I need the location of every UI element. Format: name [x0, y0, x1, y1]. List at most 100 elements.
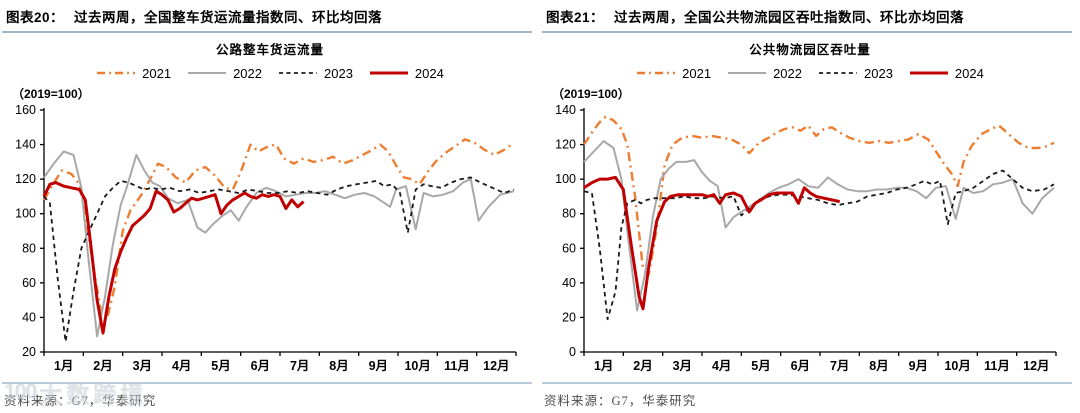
legend-item-2021: 2021 [636, 66, 711, 81]
figure-21-chart-subtitle: 公共物流园区吞吐量 [749, 43, 871, 57]
y-tick-label: 160 [15, 103, 36, 117]
x-tick-label: 12月 [1023, 359, 1049, 373]
legend-line-sample-2021 [97, 71, 136, 75]
x-tick-label: 1月 [594, 359, 613, 373]
figure-20-number: 图表20： [6, 10, 65, 25]
figure-20-panel: 图表20： 过去两周，全国整车货运流量指数同、环比均回落 公路整车货运流量 202… [0, 0, 540, 413]
x-tick-label: 3月 [673, 359, 692, 373]
series-2021-line [582, 115, 1055, 276]
x-tick-label: 11月 [984, 359, 1010, 373]
legend-label-2022: 2022 [233, 65, 262, 81]
series-2023-line [583, 169, 1055, 321]
figure-21-number: 图表21： [546, 10, 605, 25]
x-tick-label: 8月 [329, 359, 348, 373]
legend-line-sample-2021 [637, 71, 676, 75]
x-tick-label: 6月 [791, 359, 810, 373]
x-tick-label: 1月 [54, 359, 73, 373]
y-tick-label: 80 [562, 207, 576, 221]
legend-item-2024: 2024 [909, 66, 984, 81]
figure-21-title: 图表21： 过去两周，全国公共物流园区吞吐指数同、环比亦均回落 [542, 0, 1072, 33]
x-tick-label: 10月 [944, 359, 970, 373]
legend-label-2024: 2024 [954, 65, 984, 81]
legend-line-sample-2023 [279, 72, 317, 74]
x-tick-labels: 1月 2月 3月 4月 5月 6月 7月 8月 9月 10月 11月 12月 [54, 359, 510, 373]
x-tick-label: 6月 [251, 359, 270, 373]
legend-item-2022: 2022 [727, 66, 802, 81]
x-tick-label: 7月 [290, 359, 309, 373]
y-tick-label: 40 [562, 276, 576, 290]
legend-line-sample-2022 [728, 72, 767, 74]
figure-20-legend: 2021 2022 2023 2024 [0, 63, 540, 83]
y-tick-labels: 20 40 60 80 100 120 140 160 [15, 103, 36, 359]
x-tick-label: 2月 [93, 359, 112, 373]
legend-item-2023: 2023 [818, 66, 893, 81]
figure-20-chart-area: 公路整车货运流量 2021 2022 2023 2024 （2019=100） 20 4… [0, 33, 540, 382]
legend-label-2024: 2024 [414, 65, 444, 81]
x-tick-label: 5月 [211, 359, 230, 373]
y-tick-labels: 0 20 40 60 80 100 120 140 [555, 103, 576, 359]
x-tick-label: 3月 [133, 359, 152, 373]
legend-label-2021: 2021 [682, 65, 712, 81]
legend-line-sample-2024 [909, 71, 948, 75]
figure-20-title: 图表20： 过去两周，全国整车货运流量指数同、环比均回落 [2, 0, 532, 33]
x-tick-label: 2月 [633, 359, 652, 373]
figure-21-axis-unit-label: （2019=100） [552, 87, 630, 101]
y-tick-label: 140 [555, 103, 576, 117]
legend-item-2023: 2023 [278, 66, 353, 81]
legend-line-sample-2024 [369, 71, 408, 75]
series-2021-line [42, 138, 515, 321]
figure-20-source-text: 资料来源：G7，华泰研究 [4, 394, 157, 408]
x-tick-label: 9月 [369, 359, 388, 373]
y-tick-label: 100 [555, 172, 576, 186]
y-tick-label: 60 [22, 276, 36, 290]
legend-label-2023: 2023 [324, 65, 353, 81]
y-tick-label: 0 [569, 345, 576, 359]
axes [40, 108, 517, 356]
figure-20-chart-subtitle: 公路整车货运流量 [215, 43, 324, 57]
legend-item-2024: 2024 [369, 66, 444, 81]
legend-item-2022: 2022 [187, 66, 262, 81]
x-tick-label: 10月 [404, 359, 430, 373]
figure-21-chart-area: 公共物流园区吞吐量 2021 2022 2023 2024 （2019=100） 0 2… [540, 33, 1080, 382]
figure-21-legend: 2021 2022 2023 2024 [540, 63, 1080, 83]
axes [580, 108, 1057, 356]
series-2023-line [43, 176, 515, 343]
y-tick-label: 80 [22, 241, 36, 255]
y-tick-label: 60 [562, 241, 576, 255]
figure-21-source-text: 资料来源：G7，华泰研究 [544, 394, 697, 408]
x-tick-label: 9月 [909, 359, 928, 373]
y-tick-label: 40 [22, 310, 36, 324]
x-tick-label: 11月 [444, 359, 470, 373]
y-tick-label: 100 [15, 207, 36, 221]
series-2022-line [43, 150, 515, 338]
figure-20-axis-unit-label: （2019=100） [12, 87, 90, 101]
y-tick-label: 120 [555, 138, 576, 152]
figure-20-line-chart-canvas: 20 40 60 80 100 120 140 160 1月 2月 3月 4月 5月 6月 7月 8月 9月 10… [15, 103, 517, 373]
x-tick-labels: 1月 2月 3月 4月 5月 6月 7月 8月 9月 10月 11月 12月 [594, 359, 1050, 373]
figure-20-source-note: 资料来源：G7，华泰研究 [2, 382, 532, 413]
legend-item-2021: 2021 [96, 66, 171, 81]
figure-20-title-text: 过去两周，全国整车货运流量指数同、环比均回落 [74, 10, 383, 25]
y-tick-label: 120 [15, 172, 36, 186]
legend-label-2022: 2022 [773, 65, 802, 81]
series-2024-line [583, 175, 841, 311]
series-2024-line [42, 181, 305, 335]
x-tick-label: 5月 [751, 359, 770, 373]
y-tick-label: 20 [22, 345, 36, 359]
legend-label-2021: 2021 [142, 65, 172, 81]
legend-line-sample-2023 [819, 72, 857, 74]
x-tick-label: 4月 [172, 359, 191, 373]
x-tick-label: 4月 [712, 359, 731, 373]
y-tick-label: 20 [562, 310, 576, 324]
figure-21-title-text: 过去两周，全国公共物流园区吞吐指数同、环比亦均回落 [614, 10, 965, 25]
figure-21-source-note: 资料来源：G7，华泰研究 [542, 382, 1072, 413]
legend-line-sample-2022 [188, 72, 227, 74]
x-tick-label: 8月 [869, 359, 888, 373]
figure-21-panel: 图表21： 过去两周，全国公共物流园区吞吐指数同、环比亦均回落 公共物流园区吞吐量… [540, 0, 1080, 413]
legend-label-2023: 2023 [864, 65, 893, 81]
y-tick-label: 140 [15, 138, 36, 152]
x-tick-label: 12月 [483, 359, 509, 373]
